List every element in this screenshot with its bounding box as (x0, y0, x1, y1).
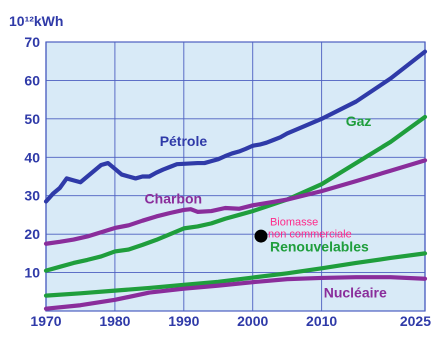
x-tick-label-2000: 2000 (237, 313, 268, 329)
series-label-charbon: Charbon (145, 190, 203, 206)
plot-background (46, 42, 425, 311)
series-label-renouvelables: Renouvelables (270, 238, 369, 254)
plot-layer (45, 41, 426, 312)
x-tick-label-2010: 2010 (306, 313, 337, 329)
series-line-nucleaire (43, 275, 428, 311)
y-tick-label-20: 20 (24, 226, 40, 242)
plot-border (45, 41, 426, 312)
axis-layer: 10¹²kWh 10 20 30 40 50 60 70 1970 1980 1990 2000 201… (9, 13, 431, 329)
series-label-nucleaire: Nucléaire (324, 285, 387, 301)
x-tick-label-2025: 2025 (400, 313, 431, 329)
series-label-petrole: Pétrole (160, 133, 208, 149)
series-line-renouvelables (43, 251, 428, 298)
annotation-layer: Pétrole Gaz Charbon Renouvelables Nucléaire B… (145, 113, 387, 301)
y-tick-label-70: 70 (24, 34, 40, 50)
series-label-gaz: Gaz (346, 113, 372, 129)
x-tick-label-1990: 1990 (168, 313, 199, 329)
biomass-annotation-line-2: non commerciale (268, 228, 352, 240)
biomass-annotation-line-1: Biomasse (270, 216, 318, 228)
y-tick-label-60: 60 (24, 72, 40, 88)
y-tick-label-40: 40 (24, 149, 40, 165)
x-tick-label-1970: 1970 (30, 313, 61, 329)
biomass-annotation: Biomasse non commerciale (268, 216, 352, 240)
y-tick-label-30: 30 (24, 188, 40, 204)
series-line-petrole (43, 49, 428, 204)
series-layer (43, 49, 428, 311)
biomass-marker (254, 229, 268, 243)
x-tick-label-1980: 1980 (99, 313, 130, 329)
y-tick-label-50: 50 (24, 111, 40, 127)
y-axis-unit-label: 10¹²kWh (9, 13, 63, 29)
y-tick-label-10: 10 (24, 265, 40, 281)
series-line-gaz (43, 114, 428, 273)
series-line-charbon (43, 158, 428, 246)
